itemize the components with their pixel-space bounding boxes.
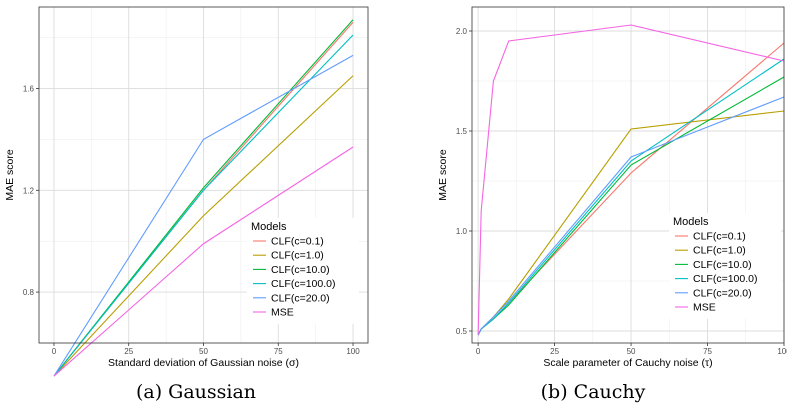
- legend-label-1: CLF(c=1.0): [693, 245, 746, 257]
- legend-title: Models: [673, 216, 709, 228]
- y-axis-title: MAE score: [4, 149, 16, 201]
- caption-cauchy: (b) Cauchy: [541, 381, 646, 403]
- legend-label-4: CLF(c=20.0): [271, 292, 330, 304]
- y-tick-label: 2.0: [456, 27, 468, 36]
- caption-gaussian: (a) Gaussian: [136, 381, 256, 403]
- y-axis-title: MAE score: [437, 149, 449, 201]
- legend-label-2: CLF(c=10.0): [693, 259, 752, 271]
- legend-label-4: CLF(c=20.0): [693, 287, 752, 299]
- plot-border: [471, 6, 785, 344]
- legend-label-1: CLF(c=1.0): [271, 250, 324, 262]
- x-tick-label: 100: [346, 347, 360, 356]
- legend-label-0: CLF(c=0.1): [271, 236, 324, 248]
- series-line-5: [477, 24, 785, 336]
- legend-label-5: MSE: [271, 307, 294, 319]
- x-tick-label: 0: [52, 347, 57, 356]
- y-tick-label: 1.6: [23, 84, 35, 93]
- x-tick-label: 50: [627, 347, 636, 356]
- legend-label-3: CLF(c=100.0): [271, 278, 336, 290]
- legend-background: [247, 218, 359, 324]
- series-line-1: [53, 75, 354, 377]
- legend-background: [669, 213, 781, 319]
- legend-label-5: MSE: [693, 302, 716, 314]
- chart-panel-gaussian: 0 25 50 75 100 0.8 1.2 1.6 Standard deviation of…: [4, 6, 369, 377]
- legend-label-2: CLF(c=10.0): [271, 264, 330, 276]
- y-tick-label: 0.8: [23, 288, 35, 297]
- chart-panel-cauchy: 0 25 50 75 100 0.5 1.0 1.5 2.0 Scale parameter of…: [437, 6, 787, 369]
- x-tick-label: 75: [274, 347, 283, 356]
- y-tick-label: 0.5: [456, 327, 468, 336]
- x-axis-title: Scale parameter of Cauchy noise (τ): [543, 357, 712, 369]
- series-line-5: [53, 146, 354, 377]
- x-axis-title: Standard deviation of Gaussian noise (σ): [108, 357, 299, 369]
- x-tick-label: 25: [550, 347, 559, 356]
- legend-title: Models: [251, 221, 287, 233]
- series-line-3: [53, 34, 354, 377]
- y-tick-label: 1.2: [23, 186, 35, 195]
- x-tick-label: 100: [777, 347, 787, 356]
- y-tick-label: 1.0: [456, 227, 468, 236]
- x-tick-label: 50: [199, 347, 208, 356]
- x-tick-label: 75: [703, 347, 712, 356]
- y-tick-label: 1.5: [456, 127, 468, 136]
- x-tick-label: 25: [124, 347, 133, 356]
- legend: Models CLF(c=0.1) CLF(c=1.0) CLF(c=10.0) CLF…: [247, 218, 359, 324]
- x-tick-label: 0: [476, 347, 481, 356]
- legend-label-3: CLF(c=100.0): [693, 273, 758, 285]
- series-line-4: [477, 96, 785, 336]
- legend-label-0: CLF(c=0.1): [693, 231, 746, 243]
- legend: Models CLF(c=0.1) CLF(c=1.0) CLF(c=10.0) CLF…: [669, 213, 781, 319]
- series-line-4: [53, 54, 354, 377]
